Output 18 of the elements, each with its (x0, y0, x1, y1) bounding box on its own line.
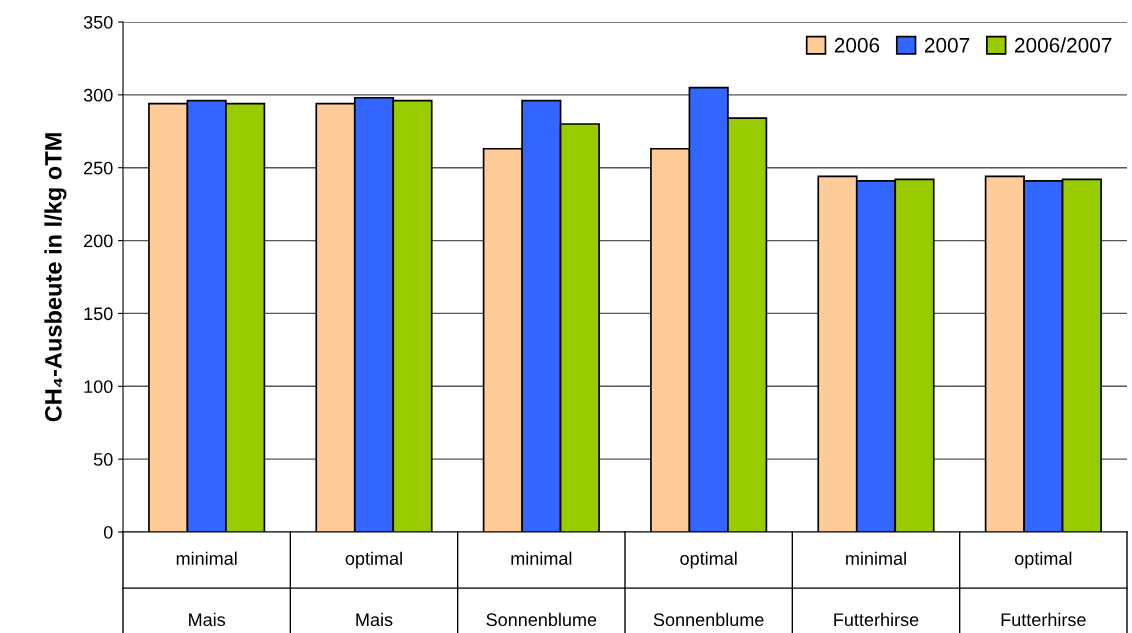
y-tick-label: 50 (93, 453, 113, 466)
category-label: optimal Futterhirse (1001, 551, 1086, 627)
y-tick-label: 300 (83, 88, 113, 102)
y-tick-label: 350 (83, 15, 113, 29)
y-axis-title: CH₄-Ausbeute in l/kg oTM (44, 133, 67, 422)
category-label: minimal Mais (176, 551, 237, 627)
category-label: optimal Sonnenblume (653, 551, 764, 627)
legend-label: 2006 (834, 37, 880, 53)
y-tick-label: 0 (103, 525, 113, 539)
legend-label: 2006/2007 (1014, 37, 1112, 53)
y-tick-label: 250 (84, 161, 113, 175)
category-label: optimal Mais (345, 551, 402, 627)
y-tick-label: 200 (84, 234, 113, 248)
category-label: minimal Sonnenblume (486, 551, 597, 627)
legend-label: 2007 (924, 37, 970, 53)
category-label: minimal Futterhirse (834, 551, 919, 627)
y-tick-label: 150 (84, 307, 113, 321)
y-tick-label: 100 (84, 380, 113, 394)
